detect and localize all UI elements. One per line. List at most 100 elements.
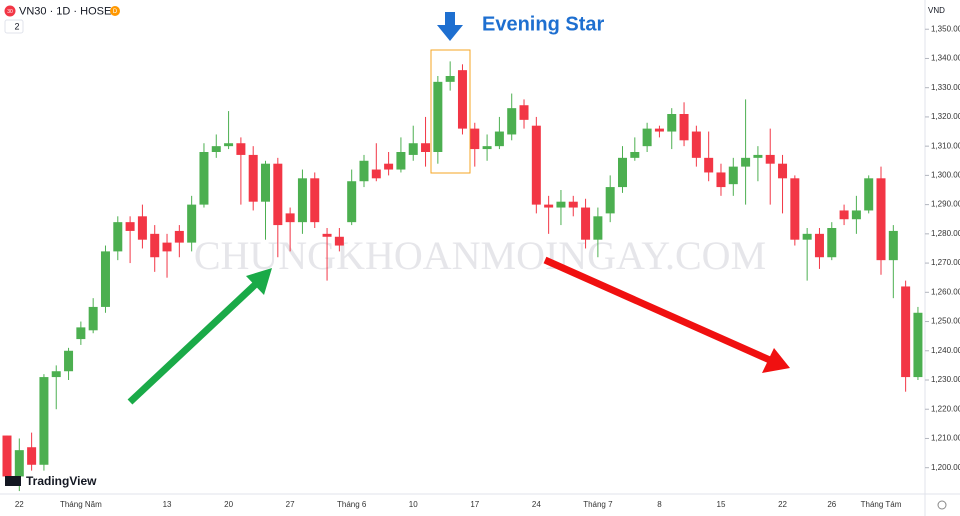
chart-title[interactable]: VN30 · 1D · HOSE: [19, 5, 111, 17]
y-tick-label: 1,270.00: [931, 258, 960, 267]
y-tick-label: 1,310.00: [931, 141, 960, 150]
indicator-toggle[interactable]: [4, 19, 24, 34]
x-tick-label: 22: [778, 500, 787, 509]
logo: TradingView: [5, 474, 97, 488]
candle-body: [778, 163, 788, 179]
candle-body: [519, 105, 529, 120]
header: 30 VN30 · 1D · HOSE D 2 VND: [4, 5, 945, 34]
pattern-box: [430, 49, 471, 174]
candle-body: [408, 143, 418, 155]
y-tick-label: 1,210.00: [931, 434, 960, 443]
candle-body: [199, 152, 209, 205]
candle-body: [568, 201, 578, 208]
candle-body: [888, 230, 898, 261]
trend-arrows: [127, 256, 790, 405]
downtrend-arrow: [543, 256, 774, 365]
y-tick-label: 1,230.00: [931, 375, 960, 384]
candle-body: [679, 114, 689, 141]
candle-body: [27, 447, 37, 465]
annotation-text: Evening Star: [482, 13, 604, 35]
x-tick-label: Tháng 6: [337, 500, 367, 509]
candle-body: [839, 210, 849, 220]
x-tick-label: 27: [286, 500, 295, 509]
symbol-badge: 30: [7, 9, 13, 15]
candle-body: [310, 178, 320, 223]
watermark: CHUNGKHOANMOINGAY.COM: [194, 233, 766, 278]
candle-body: [76, 327, 86, 340]
candle-body: [544, 204, 554, 208]
candle-body: [913, 312, 923, 378]
uptrend-arrow-head: [246, 268, 272, 295]
candle-body: [556, 201, 566, 208]
x-tick-label: 8: [657, 500, 662, 509]
candle-body: [457, 70, 467, 129]
candle-body: [297, 178, 307, 223]
x-tick-label: 20: [224, 500, 233, 509]
candle-body: [39, 377, 49, 465]
candle-body: [667, 114, 677, 132]
y-tick-label: 1,260.00: [931, 287, 960, 296]
candle-body: [421, 143, 431, 152]
candle-body: [384, 163, 394, 170]
candle-body: [236, 143, 246, 155]
candle-body: [642, 128, 652, 147]
candle-body: [261, 163, 271, 202]
x-tick-label: 22: [15, 500, 24, 509]
candle-body: [64, 350, 74, 372]
candle-body: [531, 125, 541, 205]
candle-body: [51, 371, 61, 378]
candle-body: [174, 230, 184, 243]
candle-body: [901, 286, 911, 378]
y-tick-label: 1,280.00: [931, 229, 960, 238]
candle-body: [100, 251, 110, 307]
y-tick-label: 1,240.00: [931, 346, 960, 355]
candle-body: [814, 233, 824, 258]
settings-icon[interactable]: [937, 500, 947, 510]
candle-body: [802, 233, 812, 240]
currency: VND: [928, 6, 945, 15]
symbol-icon: [4, 5, 16, 17]
candle-body: [125, 222, 135, 231]
candle-body: [359, 160, 369, 182]
x-tick-label: Tháng 7: [583, 500, 613, 509]
plot: [2, 61, 923, 492]
candle-body: [753, 154, 763, 158]
candle-body: [187, 204, 197, 243]
candle-body: [716, 172, 726, 188]
candle-body: [864, 178, 874, 211]
candle-body: [137, 216, 147, 240]
candle-body: [113, 222, 123, 252]
source-badge: D: [113, 9, 118, 15]
candle-body: [593, 216, 603, 240]
x-tick-label: Tháng Năm: [60, 500, 102, 509]
uptrend-arrow: [127, 279, 261, 405]
candle-body: [334, 236, 344, 246]
y-tick-label: 1,290.00: [931, 200, 960, 209]
candle-body: [494, 131, 504, 147]
candle-body: [618, 157, 627, 188]
candle-body: [851, 210, 861, 220]
y-tick-label: 1,320.00: [931, 112, 960, 121]
x-tick-label: 17: [470, 500, 479, 509]
x-tick-label: Tháng Tám: [861, 500, 902, 509]
annotation: Evening Star: [430, 12, 604, 174]
indicator-count[interactable]: 2: [14, 21, 19, 31]
candle-body: [741, 157, 751, 167]
candle-body: [2, 435, 12, 477]
candle-body: [347, 181, 357, 223]
candle-body: [827, 228, 837, 258]
candle-body: [150, 233, 160, 258]
candle-body: [248, 154, 258, 202]
candle-body: [630, 152, 640, 158]
y-tick-label: 1,250.00: [931, 317, 960, 326]
candle-body: [482, 146, 492, 150]
y-tick-label: 1,200.00: [931, 463, 960, 472]
annotation-arrow-shaft: [445, 12, 455, 26]
candle-body: [765, 154, 775, 164]
candle-body: [273, 163, 283, 226]
candle-body: [396, 152, 406, 170]
candle-body: [445, 76, 455, 82]
candle-body: [433, 81, 443, 152]
candle-body: [654, 128, 664, 132]
downtrend-arrow-head: [762, 348, 790, 373]
